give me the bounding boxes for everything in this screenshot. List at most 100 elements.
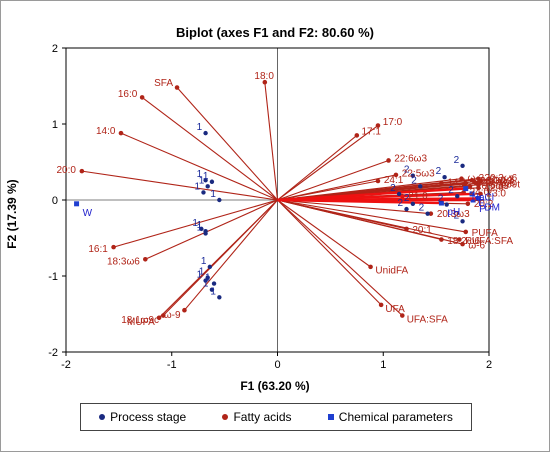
fatty-acid-label-18-1-9c: 18:1ω9c [121, 315, 159, 326]
legend-marker-process-stage [99, 414, 106, 420]
fatty-acid-label-16-1: 16:1 [88, 244, 108, 255]
observation-point-23 [455, 194, 460, 199]
chemical-label-nacl: NaCl [472, 193, 494, 204]
observation-label-19: 2 [398, 198, 404, 209]
legend-marker-chemical-parameters [327, 414, 334, 420]
fatty-acid-point-22-6-3 [386, 158, 391, 163]
fatty-acid-label-pufa: PUFA [472, 228, 498, 239]
fatty-acid-label-20-3-6: 20:3ω6 [484, 173, 517, 184]
fatty-acid-vector-sfa [176, 87, 278, 201]
observation-point-24 [444, 202, 449, 207]
fatty-acid-label-pufa-sfa: PUFA:SFA [465, 236, 513, 247]
fatty-acid-label-17-1: 17:1 [361, 127, 381, 138]
fatty-acid-vector-pufa [277, 199, 466, 233]
observation-label-15: 2 [404, 165, 410, 176]
fatty-acid-point-unidfa [368, 264, 373, 270]
observation-label-3: 1 [199, 175, 205, 186]
fatty-acid-label-20-1: 20:1 [412, 225, 432, 236]
fatty-acid-point-ufa [378, 302, 384, 308]
x-tick-label: 1 [380, 359, 386, 371]
observation-point-20 [425, 211, 430, 216]
chart-legend: Process stage Fatty acids Chemical param… [80, 403, 472, 431]
fatty-acid-vector-6-3 [277, 179, 473, 201]
observation-label-24: 2 [438, 194, 444, 205]
fatty-acid-point-20-5-3 [467, 184, 473, 189]
fatty-acid-label-20-0: 20:0 [56, 165, 76, 176]
observation-label-23: 2 [448, 185, 454, 196]
observation-point-13 [209, 287, 215, 292]
y-tick-label: -1 [48, 271, 58, 283]
legend-label-chemical-parameters: Chemical parameters [338, 410, 453, 424]
observation-label-14: 1 [210, 286, 216, 297]
observation-point-4 [201, 190, 206, 195]
observation-label-21: 2 [436, 166, 442, 177]
fatty-acid-label-17-0: 17:0 [383, 117, 403, 128]
x-tick-label: 0 [274, 359, 280, 371]
fatty-acid-vector-18-3-6 [145, 199, 278, 260]
fatty-acid-point-20-3-3 [428, 211, 434, 216]
fatty-acid-point-20-2 [465, 201, 471, 207]
fatty-acid-point-6-3 [469, 177, 475, 183]
observation-label-20: 2 [419, 203, 425, 214]
fatty-acid-label-3: ω-3 [467, 173, 484, 184]
fatty-acid-point-18-3-6 [143, 256, 148, 262]
observation-point-22 [460, 163, 465, 168]
fatty-acid-label-18-3-6: 18:3ω6 [107, 257, 140, 268]
observation-label-1: 1 [197, 169, 203, 180]
fatty-acid-point-22-5-3 [393, 172, 399, 178]
observation-label-17: 2 [390, 183, 396, 194]
fatty-acid-label-10-0: 10:0 [487, 175, 507, 186]
chemical-point-p [470, 197, 476, 203]
observation-point-18 [410, 201, 416, 206]
fatty-acid-point-20-0 [79, 168, 85, 174]
fatty-acid-label-sfa: SFA [154, 78, 173, 89]
fatty-acid-vector-ufa [277, 199, 382, 306]
chemical-label-p: P [479, 204, 486, 215]
fatty-acid-label-24-1: 24:1 [384, 175, 404, 186]
fatty-acid-point-24-1 [375, 178, 381, 184]
fatty-acid-point-ufa-sfa [399, 313, 405, 318]
fatty-acid-label-18-3-3: 18:3ω3 [480, 176, 513, 187]
legend-marker-fatty-acids [222, 414, 229, 420]
fatty-acid-vector-14-0 [120, 132, 278, 201]
observation-label-7: 1 [197, 220, 203, 231]
observation-label-11: 1 [197, 270, 203, 281]
observation-point-3 [205, 184, 210, 189]
fatty-acid-label-22-5-3: 22:5ω3 [402, 169, 435, 180]
fatty-acid-vector-ufa-sfa [277, 199, 403, 316]
observation-point-8 [203, 231, 208, 236]
y-tick-label: 2 [52, 43, 58, 55]
fatty-acid-vector-9 [184, 199, 278, 311]
fatty-acid-vector-22-6-3 [277, 159, 389, 201]
observation-point-25 [460, 219, 465, 224]
legend-label-process-stage: Process stage [110, 410, 187, 424]
observation-point-16 [418, 184, 423, 189]
y-tick-label: 0 [52, 195, 58, 207]
y-tick-label: -2 [48, 347, 58, 359]
fatty-acid-vector-pufa-sfa [277, 199, 460, 241]
fatty-acid-point-sfa [174, 85, 180, 90]
chemical-label-dm: DM [484, 202, 500, 213]
legend-item-chemical-parameters: Chemical parameters [327, 410, 453, 424]
legend-label-fatty-acids: Fatty acids [233, 410, 292, 424]
observation-label-12: 1 [205, 273, 211, 284]
fatty-acid-vector-mufa [158, 199, 278, 319]
chemical-label-f: F [478, 198, 484, 209]
fatty-acid-label-ufa: UFA [385, 304, 405, 315]
fatty-acid-point-23-0 [478, 191, 483, 197]
x-tick-label: -1 [167, 359, 177, 371]
observation-label-16: 2 [411, 175, 417, 186]
fatty-acid-vector-16-1 [113, 199, 278, 248]
x-axis-label: F1 (63.20 %) [240, 379, 309, 393]
observation-label-18: 2 [404, 193, 410, 204]
fatty-acid-label-6: ω-6 [468, 240, 485, 251]
fatty-acid-vector-24-1 [277, 180, 379, 201]
fatty-acid-point-18-1-9t [476, 182, 481, 188]
fatty-acid-vector-20-3-3 [277, 199, 431, 215]
fatty-acid-label-18-1-9t: 18:1ω9t [484, 179, 520, 190]
fatty-acid-label-15-0: 15:0 [472, 178, 492, 189]
fatty-acid-label-20-5-3: 20:5ω3 [476, 181, 509, 192]
observation-point-6 [199, 226, 204, 232]
